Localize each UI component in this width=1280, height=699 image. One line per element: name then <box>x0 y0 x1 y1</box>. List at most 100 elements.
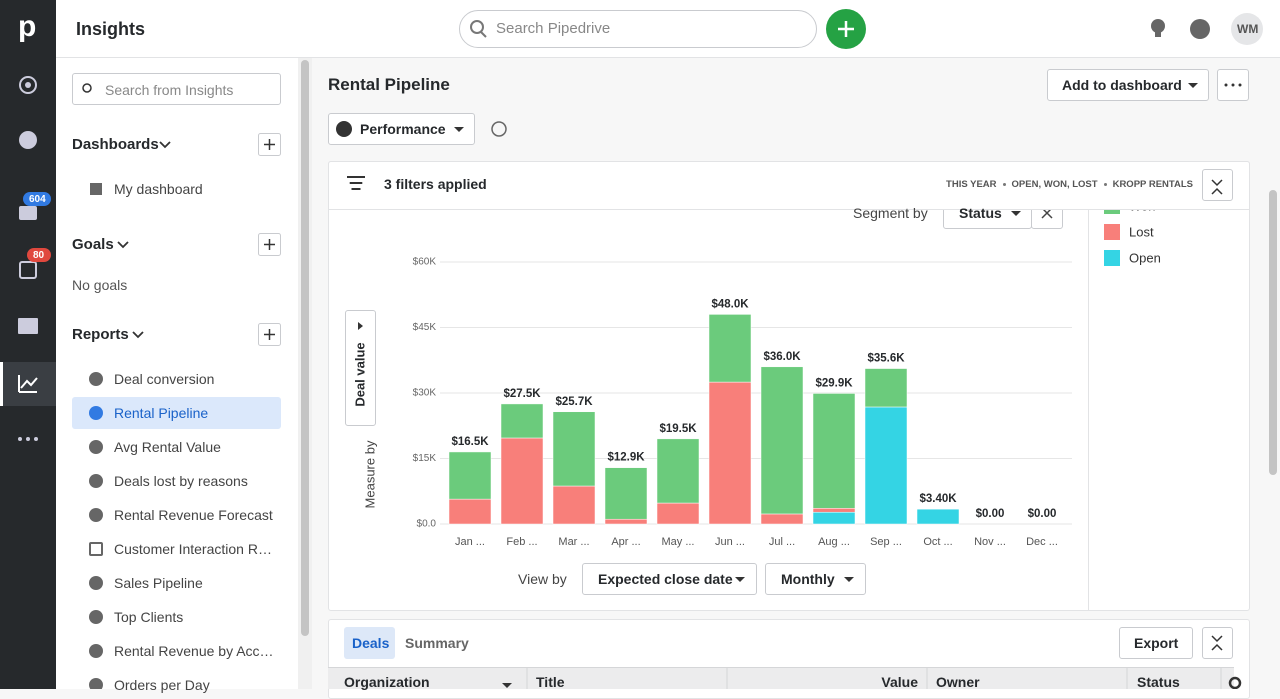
report-item[interactable]: Orders per Day <box>114 677 210 693</box>
bar-segment[interactable] <box>760 513 804 525</box>
help-icon <box>1190 19 1210 39</box>
export-button[interactable] <box>1119 627 1193 659</box>
more-button[interactable] <box>1217 69 1249 101</box>
bar-segment[interactable] <box>604 467 648 520</box>
chevron <box>117 141 171 339</box>
type-select[interactable] <box>328 113 475 145</box>
bar-segment[interactable] <box>916 508 960 525</box>
nav-rail <box>0 0 56 689</box>
nav-active <box>0 362 56 406</box>
segment-label: Segment by <box>853 205 928 221</box>
tab[interactable]: Summary <box>405 635 469 651</box>
bar-segment[interactable] <box>500 403 544 439</box>
x-tick-label: Apr ... <box>611 536 640 548</box>
scroll-thumb[interactable] <box>301 60 309 636</box>
dashboard-item[interactable]: My dashboard <box>114 181 203 197</box>
total-label: $16.5K <box>451 436 489 448</box>
nav-icon <box>26 437 30 441</box>
export-text[interactable]: Export <box>1134 635 1179 651</box>
bar-segment[interactable] <box>552 411 596 487</box>
search-placeholder: Search from Insights <box>105 82 234 98</box>
column-header[interactable]: Value <box>881 674 918 690</box>
section-header[interactable]: Goals <box>72 236 114 253</box>
report-icon <box>89 508 103 522</box>
view-label: View by <box>518 571 567 587</box>
report-item[interactable]: Rental Revenue Forecast <box>114 507 273 523</box>
interval-value[interactable]: Monthly <box>781 571 835 587</box>
total-label: $0.00 <box>1028 508 1057 520</box>
report-item[interactable]: Customer Interaction R… <box>114 541 272 557</box>
bar-segment[interactable] <box>604 518 648 525</box>
measure-value[interactable]: Deal value <box>352 342 368 407</box>
legend-swatch[interactable] <box>1104 250 1120 266</box>
avatar-text: WM <box>1237 22 1259 36</box>
report-item[interactable]: Rental Pipeline <box>114 405 209 421</box>
bar-segment[interactable] <box>864 406 908 525</box>
measure-select[interactable] <box>345 310 376 426</box>
column-header[interactable]: Title <box>536 674 565 690</box>
separator <box>1002 183 1006 187</box>
search-box[interactable] <box>459 10 817 48</box>
collapse-button[interactable] <box>1202 627 1233 659</box>
filters-label[interactable]: 3 filters applied <box>384 176 487 192</box>
deals-tab[interactable] <box>344 627 395 659</box>
filter-tag: OPEN, WON, LOST <box>1011 179 1098 190</box>
badge <box>27 248 51 262</box>
sort-caret <box>502 683 512 688</box>
plus-icon <box>264 139 275 150</box>
bar-segment[interactable] <box>448 451 492 500</box>
column-header[interactable]: Organization <box>344 674 430 690</box>
view-select[interactable] <box>582 563 757 595</box>
settings-icon <box>1228 676 1242 689</box>
column-header[interactable]: Status <box>1137 674 1180 690</box>
scroll-thumb[interactable] <box>1269 190 1277 475</box>
collapse-glyph <box>1211 179 1223 195</box>
separator <box>1103 183 1107 187</box>
add-dashboard-button[interactable] <box>1047 69 1209 101</box>
type-select-text[interactable]: Performance <box>360 121 446 137</box>
report-item[interactable]: Sales Pipeline <box>114 575 203 591</box>
nav-icon <box>18 437 22 441</box>
bar-segment[interactable] <box>760 366 804 515</box>
nav-icon <box>19 261 37 279</box>
bar-segment[interactable] <box>656 502 700 525</box>
section-header[interactable]: Reports <box>72 326 129 343</box>
view-value[interactable]: Expected close date <box>598 571 733 587</box>
bar-segment[interactable] <box>708 381 752 525</box>
report-item[interactable]: Avg Rental Value <box>114 439 221 455</box>
bar-segment[interactable] <box>812 393 856 509</box>
bar-segment[interactable] <box>552 485 596 525</box>
active-report[interactable] <box>72 397 281 429</box>
report-item[interactable]: Deal conversion <box>114 371 215 387</box>
filter-tags: THIS YEAR OPEN, WON, LOST KROPP RENTALS <box>946 180 1193 190</box>
filter-bar <box>328 161 1250 210</box>
nav-icon <box>19 76 37 94</box>
total-label: $29.9K <box>815 377 853 389</box>
bar-segment[interactable] <box>656 438 700 504</box>
tips-icon <box>1151 19 1165 33</box>
section-header[interactable]: Dashboards <box>72 136 159 153</box>
x-tick-label: Jun ... <box>715 536 745 548</box>
bar-segment[interactable] <box>864 368 908 408</box>
bar-segment[interactable] <box>812 511 856 525</box>
add-dashboard-text[interactable]: Add to dashboard <box>1062 77 1182 93</box>
report-item[interactable]: Top Clients <box>114 609 184 625</box>
insights-search[interactable] <box>72 73 281 105</box>
bar-segment[interactable] <box>500 437 544 525</box>
report-item[interactable]: Deals lost by reasons <box>114 473 248 489</box>
bar-segment[interactable] <box>708 314 752 383</box>
legend-swatch[interactable] <box>1104 224 1120 240</box>
segment-value[interactable]: Status <box>959 205 1002 221</box>
column-header[interactable]: Owner <box>936 674 980 690</box>
avatar[interactable] <box>1231 13 1263 45</box>
report-icon <box>89 474 103 488</box>
bar-segment[interactable] <box>448 498 492 525</box>
report-icon <box>89 576 103 590</box>
report-item[interactable]: Rental Revenue by Acc… <box>114 643 274 659</box>
tab[interactable]: Deals <box>352 635 390 651</box>
total-label: $35.6K <box>867 353 905 365</box>
x-tick-label: Jan ... <box>455 536 485 548</box>
dot <box>1231 83 1235 87</box>
bar-segment[interactable] <box>812 508 856 513</box>
